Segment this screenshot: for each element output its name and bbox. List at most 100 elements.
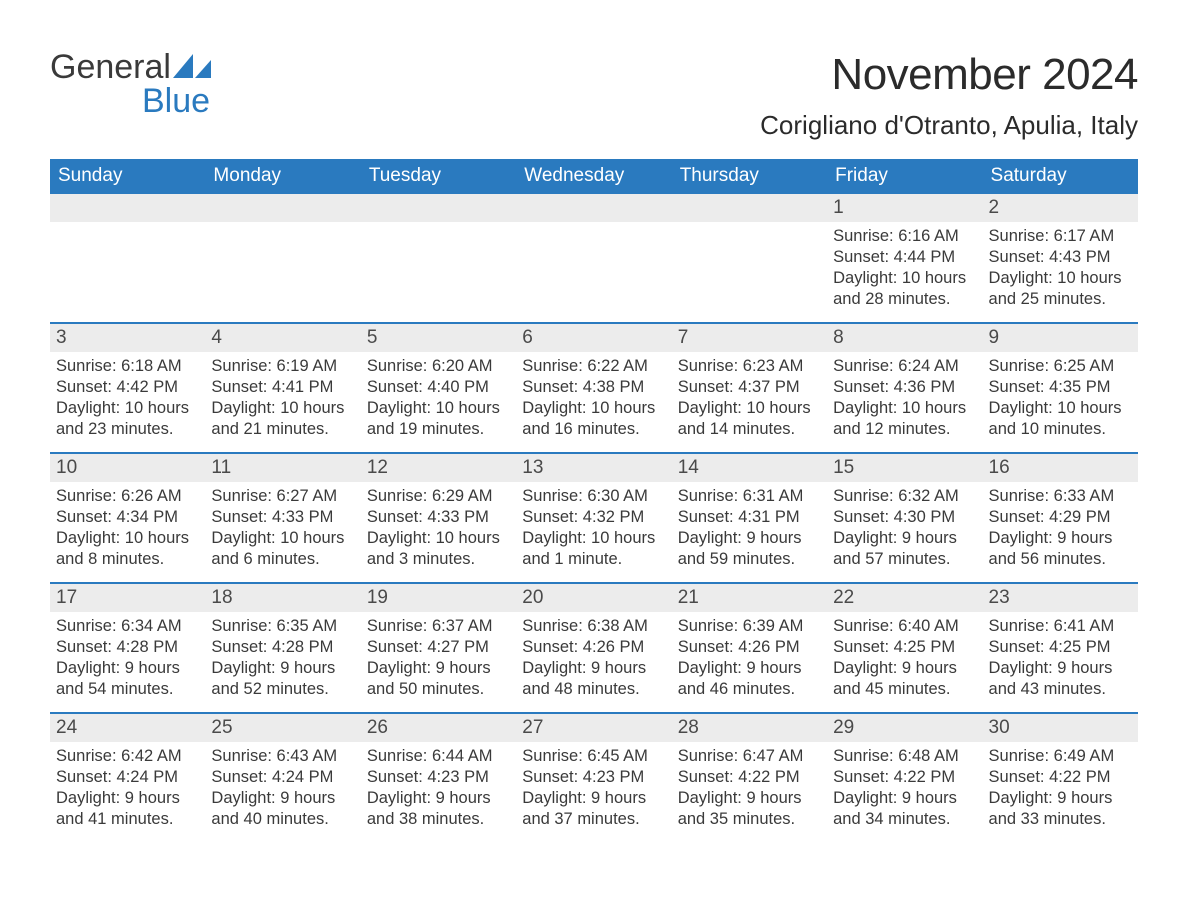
day-number: 17 [50, 584, 205, 612]
sunset-text: Sunset: 4:25 PM [989, 637, 1132, 658]
day-body: Sunrise: 6:44 AMSunset: 4:23 PMDaylight:… [361, 742, 516, 836]
day-number: 12 [361, 454, 516, 482]
day-cell: 6Sunrise: 6:22 AMSunset: 4:38 PMDaylight… [516, 324, 671, 452]
sunrise-text: Sunrise: 6:44 AM [367, 746, 510, 767]
sunrise-text: Sunrise: 6:47 AM [678, 746, 821, 767]
day-cell [205, 194, 360, 322]
sunrise-text: Sunrise: 6:19 AM [211, 356, 354, 377]
dl2-text: and 45 minutes. [833, 679, 976, 700]
logo-text: General Blue [50, 50, 211, 118]
dl1-text: Daylight: 9 hours [678, 528, 821, 549]
dl2-text: and 38 minutes. [367, 809, 510, 830]
logo: General Blue [50, 50, 211, 118]
day-cell [516, 194, 671, 322]
weekday-header: Wednesday [516, 159, 671, 194]
dl1-text: Daylight: 10 hours [56, 398, 199, 419]
weekday-header: Friday [827, 159, 982, 194]
day-cell: 27Sunrise: 6:45 AMSunset: 4:23 PMDayligh… [516, 714, 671, 842]
day-number: 29 [827, 714, 982, 742]
dl2-text: and 59 minutes. [678, 549, 821, 570]
sunset-text: Sunset: 4:23 PM [522, 767, 665, 788]
day-cell: 15Sunrise: 6:32 AMSunset: 4:30 PMDayligh… [827, 454, 982, 582]
day-number: 1 [827, 194, 982, 222]
dl2-text: and 50 minutes. [367, 679, 510, 700]
day-body: Sunrise: 6:38 AMSunset: 4:26 PMDaylight:… [516, 612, 671, 706]
day-number: 7 [672, 324, 827, 352]
day-number: 9 [983, 324, 1138, 352]
week-row: 10Sunrise: 6:26 AMSunset: 4:34 PMDayligh… [50, 452, 1138, 582]
sunrise-text: Sunrise: 6:48 AM [833, 746, 976, 767]
dl1-text: Daylight: 9 hours [56, 658, 199, 679]
dl1-text: Daylight: 10 hours [833, 268, 976, 289]
day-body: Sunrise: 6:16 AMSunset: 4:44 PMDaylight:… [827, 222, 982, 316]
day-body: Sunrise: 6:23 AMSunset: 4:37 PMDaylight:… [672, 352, 827, 446]
sunrise-text: Sunrise: 6:18 AM [56, 356, 199, 377]
dl1-text: Daylight: 10 hours [989, 268, 1132, 289]
day-cell: 23Sunrise: 6:41 AMSunset: 4:25 PMDayligh… [983, 584, 1138, 712]
day-body: Sunrise: 6:30 AMSunset: 4:32 PMDaylight:… [516, 482, 671, 576]
dl2-text: and 33 minutes. [989, 809, 1132, 830]
day-number: 19 [361, 584, 516, 612]
sunrise-text: Sunrise: 6:35 AM [211, 616, 354, 637]
day-number: 16 [983, 454, 1138, 482]
day-cell [672, 194, 827, 322]
dl2-text: and 54 minutes. [56, 679, 199, 700]
dl2-text: and 43 minutes. [989, 679, 1132, 700]
dl1-text: Daylight: 10 hours [989, 398, 1132, 419]
sunrise-text: Sunrise: 6:31 AM [678, 486, 821, 507]
day-cell: 24Sunrise: 6:42 AMSunset: 4:24 PMDayligh… [50, 714, 205, 842]
sunrise-text: Sunrise: 6:26 AM [56, 486, 199, 507]
sunset-text: Sunset: 4:24 PM [211, 767, 354, 788]
dl1-text: Daylight: 9 hours [211, 788, 354, 809]
day-body: Sunrise: 6:42 AMSunset: 4:24 PMDaylight:… [50, 742, 205, 836]
day-body: Sunrise: 6:32 AMSunset: 4:30 PMDaylight:… [827, 482, 982, 576]
dl2-text: and 25 minutes. [989, 289, 1132, 310]
dl2-text: and 6 minutes. [211, 549, 354, 570]
day-body: Sunrise: 6:35 AMSunset: 4:28 PMDaylight:… [205, 612, 360, 706]
calendar: Sunday Monday Tuesday Wednesday Thursday… [50, 159, 1138, 842]
sunset-text: Sunset: 4:38 PM [522, 377, 665, 398]
sunset-text: Sunset: 4:28 PM [56, 637, 199, 658]
sunset-text: Sunset: 4:34 PM [56, 507, 199, 528]
week-row: 24Sunrise: 6:42 AMSunset: 4:24 PMDayligh… [50, 712, 1138, 842]
dl1-text: Daylight: 9 hours [833, 788, 976, 809]
dl2-text: and 37 minutes. [522, 809, 665, 830]
day-cell: 16Sunrise: 6:33 AMSunset: 4:29 PMDayligh… [983, 454, 1138, 582]
sunset-text: Sunset: 4:30 PM [833, 507, 976, 528]
sunset-text: Sunset: 4:33 PM [211, 507, 354, 528]
day-cell: 8Sunrise: 6:24 AMSunset: 4:36 PMDaylight… [827, 324, 982, 452]
sunset-text: Sunset: 4:25 PM [833, 637, 976, 658]
day-body: Sunrise: 6:29 AMSunset: 4:33 PMDaylight:… [361, 482, 516, 576]
header: General Blue November 2024 Corigliano d'… [50, 50, 1138, 141]
dl1-text: Daylight: 9 hours [833, 528, 976, 549]
sunrise-text: Sunrise: 6:49 AM [989, 746, 1132, 767]
dl2-text: and 40 minutes. [211, 809, 354, 830]
day-cell [361, 194, 516, 322]
sunset-text: Sunset: 4:31 PM [678, 507, 821, 528]
day-cell: 9Sunrise: 6:25 AMSunset: 4:35 PMDaylight… [983, 324, 1138, 452]
logo-text-blue: Blue [142, 82, 210, 120]
day-cell: 30Sunrise: 6:49 AMSunset: 4:22 PMDayligh… [983, 714, 1138, 842]
day-cell: 7Sunrise: 6:23 AMSunset: 4:37 PMDaylight… [672, 324, 827, 452]
sunrise-text: Sunrise: 6:40 AM [833, 616, 976, 637]
dl1-text: Daylight: 9 hours [522, 788, 665, 809]
dl2-text: and 35 minutes. [678, 809, 821, 830]
sunset-text: Sunset: 4:36 PM [833, 377, 976, 398]
dl2-text: and 48 minutes. [522, 679, 665, 700]
sunrise-text: Sunrise: 6:37 AM [367, 616, 510, 637]
dl1-text: Daylight: 10 hours [367, 528, 510, 549]
dl1-text: Daylight: 9 hours [367, 788, 510, 809]
day-number: 20 [516, 584, 671, 612]
sunrise-text: Sunrise: 6:25 AM [989, 356, 1132, 377]
sunrise-text: Sunrise: 6:33 AM [989, 486, 1132, 507]
sunset-text: Sunset: 4:41 PM [211, 377, 354, 398]
day-cell: 29Sunrise: 6:48 AMSunset: 4:22 PMDayligh… [827, 714, 982, 842]
day-body: Sunrise: 6:47 AMSunset: 4:22 PMDaylight:… [672, 742, 827, 836]
sunrise-text: Sunrise: 6:39 AM [678, 616, 821, 637]
dl1-text: Daylight: 9 hours [678, 658, 821, 679]
day-body: Sunrise: 6:43 AMSunset: 4:24 PMDaylight:… [205, 742, 360, 836]
sail-icon [173, 54, 211, 78]
day-cell: 5Sunrise: 6:20 AMSunset: 4:40 PMDaylight… [361, 324, 516, 452]
sunset-text: Sunset: 4:33 PM [367, 507, 510, 528]
day-cell: 26Sunrise: 6:44 AMSunset: 4:23 PMDayligh… [361, 714, 516, 842]
